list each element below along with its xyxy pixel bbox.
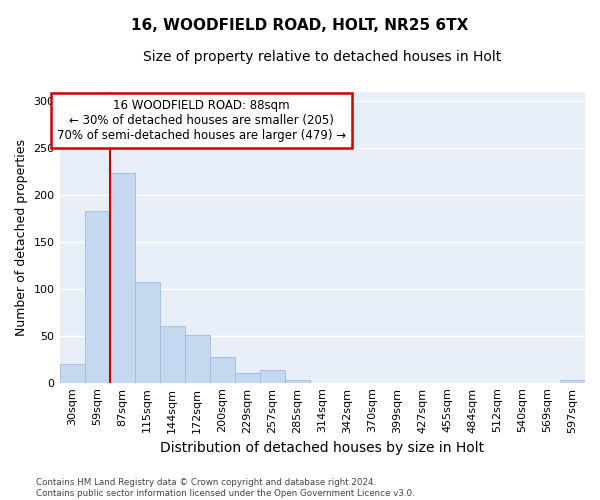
Y-axis label: Number of detached properties: Number of detached properties (15, 138, 28, 336)
Bar (560, 380, 585, 382)
Text: 16, WOODFIELD ROAD, HOLT, NR25 6TX: 16, WOODFIELD ROAD, HOLT, NR25 6TX (131, 18, 469, 32)
Bar (185, 335, 209, 382)
Title: Size of property relative to detached houses in Holt: Size of property relative to detached ho… (143, 50, 502, 64)
Bar (209, 358, 235, 382)
Bar (134, 282, 160, 382)
Bar (160, 326, 185, 382)
Bar (85, 211, 110, 382)
Bar (110, 174, 134, 382)
Bar (59, 364, 85, 382)
Bar (285, 380, 310, 382)
X-axis label: Distribution of detached houses by size in Holt: Distribution of detached houses by size … (160, 441, 484, 455)
Text: Contains HM Land Registry data © Crown copyright and database right 2024.
Contai: Contains HM Land Registry data © Crown c… (36, 478, 415, 498)
Text: 16 WOODFIELD ROAD: 88sqm
← 30% of detached houses are smaller (205)
70% of semi-: 16 WOODFIELD ROAD: 88sqm ← 30% of detach… (57, 99, 346, 142)
Bar (260, 370, 285, 382)
Bar (235, 374, 260, 382)
